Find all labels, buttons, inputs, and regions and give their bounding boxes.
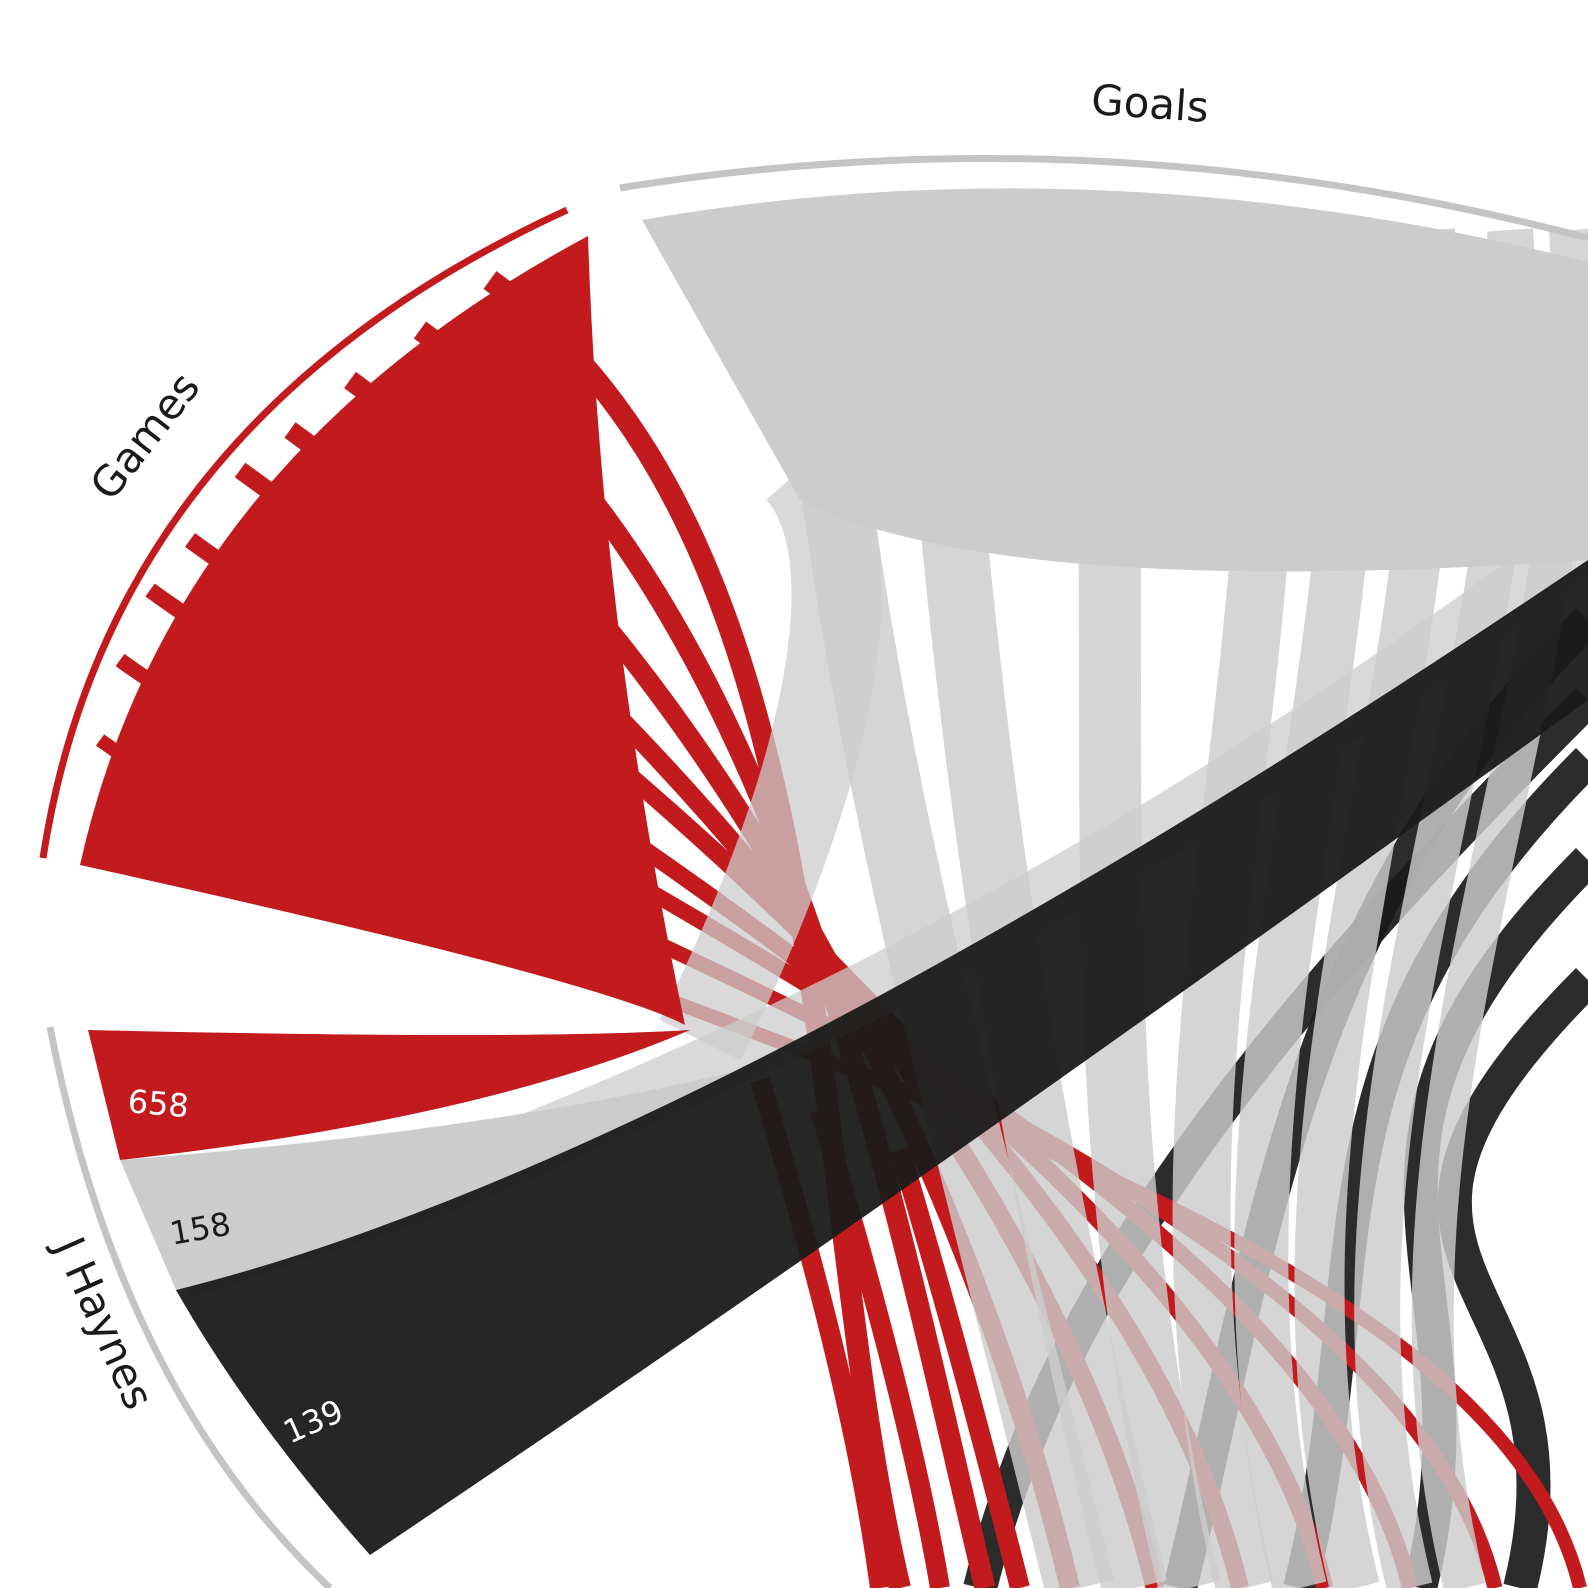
value-label-games: 658 <box>126 1082 190 1125</box>
grey-ribbon <box>659 440 882 1061</box>
group-wedges <box>80 188 1588 1555</box>
red-ribbon <box>890 1147 1030 1588</box>
wedge-haynes-games <box>88 1030 690 1160</box>
outer-tracks <box>39 154 1588 1588</box>
track-j-haynes <box>46 1026 333 1588</box>
wedge-games <box>80 236 685 1025</box>
black-ribbon <box>1437 967 1588 1588</box>
wedge-haynes-assists <box>176 560 1588 1555</box>
wedge-haynes-goals <box>120 1070 740 1290</box>
group-label-goals: Goals <box>1090 75 1211 132</box>
group-label-games: Games <box>80 363 209 509</box>
track-games <box>39 206 569 859</box>
track-goals <box>619 154 1588 242</box>
wedge-goals <box>642 188 1588 572</box>
